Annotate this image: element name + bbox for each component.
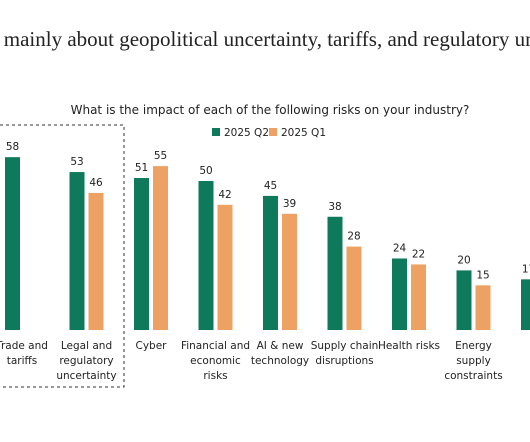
bar	[153, 166, 168, 330]
value-label: 51	[135, 162, 148, 174]
value-label: 38	[328, 201, 341, 213]
x-tick-label: regulatory	[59, 355, 113, 367]
x-tick-label: Financial and	[181, 340, 250, 352]
bar	[217, 204, 233, 330]
bar	[263, 195, 278, 330]
bar	[134, 178, 149, 330]
chart-subtitle: What is the impact of each of the follow…	[71, 103, 470, 117]
value-label: 53	[70, 156, 83, 168]
x-tick-label: uncertainty	[56, 370, 116, 382]
x-tick-label: Cyber	[136, 340, 168, 352]
x-tick-label: Trade and	[0, 340, 48, 352]
bar	[475, 285, 491, 330]
bar	[392, 258, 407, 330]
x-tick-label: Legal and	[61, 340, 112, 352]
value-label: 17	[522, 263, 530, 275]
highlight-box	[0, 124, 125, 388]
bar	[521, 279, 530, 330]
x-tick-label: tariffs	[7, 355, 38, 367]
bar	[411, 264, 426, 330]
bar	[282, 213, 297, 330]
x-tick-label: Health risks	[378, 340, 440, 352]
value-label: 15	[476, 269, 489, 281]
value-label: 55	[154, 150, 167, 162]
x-tick-label: technology	[251, 355, 309, 367]
x-tick-label: AI & new	[257, 340, 304, 352]
x-tick-label: supply	[456, 355, 491, 367]
value-label: 50	[199, 165, 212, 177]
value-label: 42	[218, 189, 231, 201]
bar	[69, 172, 85, 330]
x-tick-label: Energy	[455, 340, 492, 352]
x-tick-label: Supply chain	[311, 340, 379, 352]
x-tick-label: economic	[190, 355, 241, 367]
value-label: 45	[264, 180, 277, 192]
bar	[5, 157, 20, 330]
chart-title: y mainly about geopolitical uncertainty,…	[0, 27, 530, 51]
bar	[88, 192, 104, 330]
x-tick-label: constraints	[444, 370, 502, 382]
bar	[327, 216, 343, 330]
value-label: 39	[283, 198, 296, 210]
bar	[456, 270, 472, 330]
value-label: 20	[457, 254, 470, 266]
legend-swatch	[212, 128, 220, 136]
bar	[198, 181, 214, 330]
value-label: 58	[6, 141, 19, 153]
value-label: 22	[412, 248, 425, 260]
bar	[346, 246, 362, 330]
legend-label: 2025 Q2	[224, 127, 269, 139]
legend-label: 2025 Q1	[281, 127, 326, 139]
value-label: 46	[89, 177, 103, 189]
x-tick-label: disruptions	[315, 355, 373, 367]
value-label: 28	[347, 231, 360, 243]
value-label: 24	[393, 242, 407, 254]
legend-swatch	[269, 128, 277, 136]
x-tick-label: risks	[203, 370, 227, 382]
